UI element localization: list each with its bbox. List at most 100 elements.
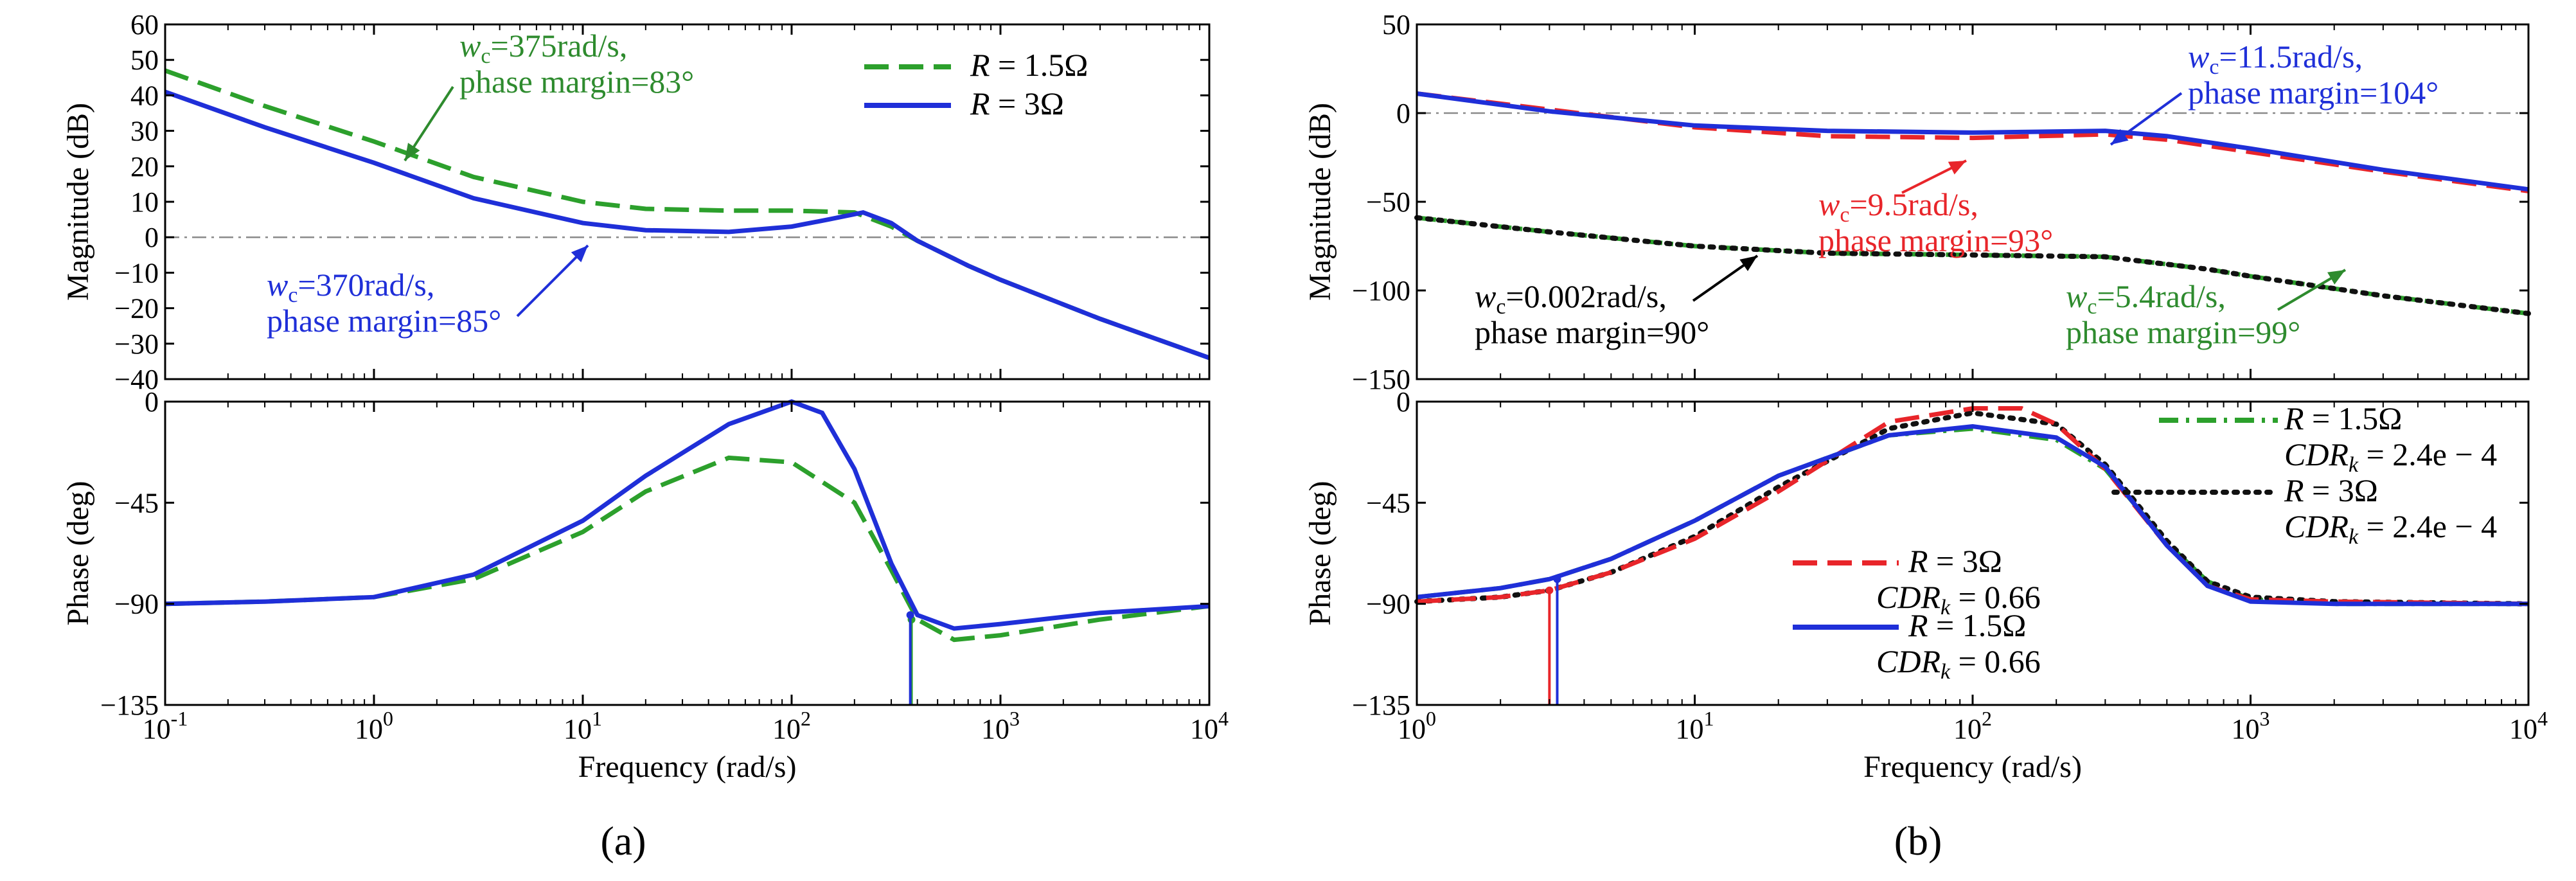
legend-b-var: R (2284, 400, 2304, 436)
legend-b-cdr-sub: k (2349, 453, 2359, 477)
legend-b-eq: = 1.5Ω (1928, 607, 2027, 643)
legend-b-cdr-eq: = 2.4e − 4 (2358, 508, 2497, 544)
annotation-a-green-value: =375rad/s, (490, 28, 627, 64)
annotation-b-black-var: w (1475, 278, 1496, 314)
tick-base: 10 (1676, 713, 1704, 745)
series-line-3 (1416, 423, 2528, 607)
annotation-b-blue-margin: phase margin=104° (2188, 75, 2438, 111)
legend-b-cdr-var: CDR (2284, 436, 2349, 472)
y-tick-label: 20 (130, 151, 159, 182)
tick-exponent: 3 (2260, 707, 2270, 730)
x-tick-label: 10-1 (143, 707, 188, 745)
tick-exponent: 3 (1009, 707, 1020, 730)
legend-b-cdr-eq: = 0.66 (1950, 643, 2041, 679)
legend-a-eq: = 1.5Ω (990, 47, 1088, 83)
tick-exponent: 2 (801, 707, 811, 730)
annotation-a-green-var: w (459, 28, 481, 64)
x-tick-label: 102 (772, 707, 811, 745)
tick-base: 10 (143, 713, 171, 745)
annotation-b-red-var: w (1818, 186, 1840, 222)
crossover-dot-0 (1545, 586, 1554, 594)
legend-b-cdr-var: CDR (1876, 579, 1941, 615)
tick-exponent: 0 (383, 707, 393, 730)
annotation-a-blue: wc=370rad/s, (267, 267, 434, 307)
y-tick-label: 0 (1396, 98, 1410, 129)
x-tick-label: 101 (564, 707, 602, 745)
annotation-b-red-value: =9.5rad/s, (1849, 186, 1978, 222)
x-tick-label: 103 (2232, 707, 2270, 745)
x-axis-label: Frequency (rad/s) (1863, 750, 2082, 784)
panel-b-label-text: (b) (1894, 818, 1942, 864)
y-tick-label: 0 (145, 222, 159, 253)
annotation-b-blue-sub: c (2209, 55, 2219, 79)
x-tick-label: 100 (355, 707, 393, 745)
y-tick-label: −40 (114, 364, 159, 395)
legend-a-var: R (970, 47, 990, 83)
y-tick-label: −20 (114, 293, 159, 325)
y-tick-label: −150 (1352, 364, 1410, 395)
annotation-a-blue-value: =370rad/s, (298, 267, 434, 303)
panel-b-magnitude-plot: −150 −100 −50 0 50 Magnitude (dB) (1303, 9, 2531, 395)
arrow-b-blue-head (2111, 129, 2129, 145)
y-tick-label: −50 (1366, 186, 1410, 218)
y-tick-label: 0 (1396, 386, 1410, 418)
legend-b-eq: = 1.5Ω (2304, 400, 2403, 436)
tick-base: 10 (1398, 713, 1426, 745)
legend-b-label-1: R = 3Ω (2284, 472, 2378, 508)
y-tick-label: 50 (130, 44, 159, 76)
tick-base: 10 (772, 713, 801, 745)
y-axis-label: Phase (deg) (61, 481, 95, 625)
legend-b-cdr-3: CDRk = 0.66 (1876, 643, 2041, 684)
panel-a-label: (a) (600, 818, 646, 864)
annotation-a-green-margin: phase margin=83° (459, 64, 694, 100)
annotation-a-blue-margin: phase margin=85° (267, 303, 501, 339)
tick-exponent: 2 (1982, 707, 1992, 730)
legend-b-cdr-1: CDRk = 2.4e − 4 (2284, 508, 2497, 549)
legend-b-cdr-sub: k (1941, 660, 1951, 684)
tick-base: 10 (1190, 713, 1218, 745)
tick-exponent: 1 (1704, 707, 1714, 730)
y-tick-label: −135 (1352, 690, 1410, 721)
annotation-a-blue-sub: c (288, 283, 298, 307)
tick-exponent: 4 (2537, 707, 2548, 730)
y-axis-label: Magnitude (dB) (1303, 103, 1337, 301)
annotation-b-green-value: =5.4rad/s, (2097, 278, 2225, 314)
annotation-b-red-sub: c (1840, 203, 1849, 227)
tick-base: 10 (2232, 713, 2260, 745)
arrow-b-green-head (2327, 270, 2345, 285)
legend-b-cdr-var: CDR (1876, 643, 1941, 679)
legend-b-cdr-sub: k (1941, 596, 1951, 619)
y-tick-label: −30 (114, 328, 159, 360)
annotation-a-green-sub: c (481, 44, 490, 68)
legend-b-cdr-0: CDRk = 2.4e − 4 (2284, 436, 2497, 477)
series-line-3 (1414, 215, 2531, 316)
legend-b-label-0: R = 1.5Ω (2284, 400, 2402, 436)
axes-frame (164, 400, 1211, 706)
annotation-b-red: wc=9.5rad/s, (1818, 186, 1978, 227)
series-line-0 (1416, 91, 2529, 193)
legend-a-label-0: R = 1.5Ω (970, 47, 1088, 83)
annotation-a-blue-var: w (267, 267, 288, 303)
x-tick-label: 103 (981, 707, 1020, 745)
annotation-b-green-sub: c (2087, 295, 2097, 319)
series-line-1 (164, 399, 1210, 631)
series-line-1 (1416, 91, 2529, 192)
x-tick-label: 101 (1676, 707, 1714, 745)
arrow-b-red-head (1948, 161, 1966, 175)
annotation-b-blue-value: =11.5rad/s, (2219, 39, 2363, 75)
legend-a-eq: = 3Ω (990, 85, 1064, 121)
y-axis-label: Magnitude (dB) (61, 103, 95, 301)
tick-exponent: 0 (1426, 707, 1436, 730)
y-tick-label: −90 (114, 589, 159, 620)
y-tick-label: 0 (145, 386, 159, 418)
y-tick-label: 30 (130, 116, 159, 147)
y-tick-label: 40 (130, 80, 159, 111)
legend-b-eq: = 3Ω (1928, 543, 2002, 579)
x-axis-label: Frequency (rad/s) (578, 750, 797, 784)
annotation-b-black-margin: phase margin=90° (1475, 314, 1709, 350)
tick-exponent: 4 (1218, 707, 1229, 730)
crossover-dot-1 (906, 611, 914, 619)
legend-a-var: R (970, 85, 990, 121)
y-tick-label: 50 (1382, 9, 1410, 40)
